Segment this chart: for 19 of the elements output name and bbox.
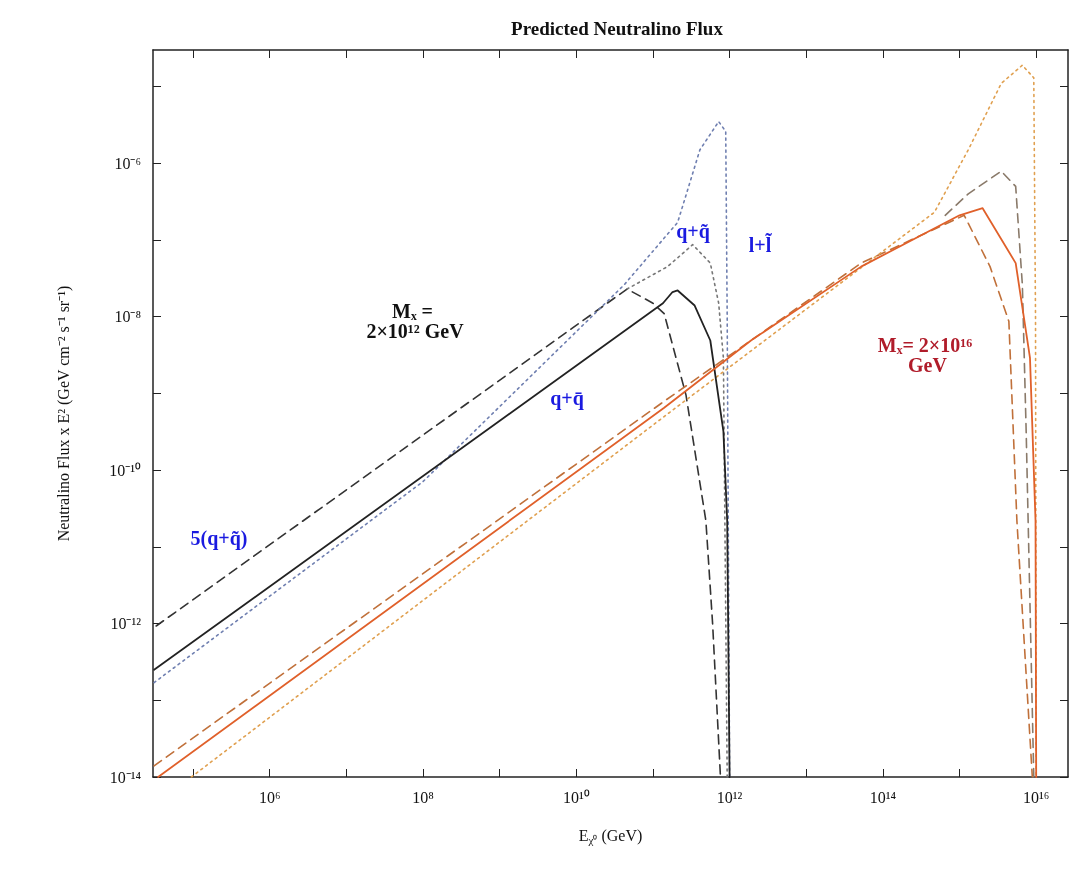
x-tick-label: 10⁸ [412, 788, 434, 806]
x-tick-label: 10¹⁰ [562, 788, 590, 806]
annotation: l+l̃ [748, 233, 773, 256]
y-tick-label: 10⁻¹⁴ [109, 768, 142, 786]
x-tick-label: 10¹⁴ [869, 788, 897, 806]
y-axis-title: Neutralino Flux x E² (GeV cm⁻² s⁻¹ sr⁻¹) [54, 285, 73, 542]
y-tick-label: 10⁻¹⁰ [109, 461, 141, 479]
x-tick-label: 10¹² [716, 788, 743, 806]
y-tick-label: 10⁻⁸ [114, 308, 141, 326]
y-tick-label: 10⁻¹² [110, 615, 142, 633]
annotation: 5(q+q̃) [190, 527, 248, 550]
annotation: Mₓ= 2×10¹⁶ GeV [877, 334, 973, 376]
annotation: q+q̄ [550, 387, 584, 410]
annotation: Mₓ = 2×10¹² GeV [366, 300, 465, 342]
x-tick-label: 10¹⁶ [1023, 788, 1050, 806]
annotation: q+q̃ [676, 220, 710, 243]
chart-title: Predicted Neutralino Flux [511, 18, 724, 39]
y-tick-label: 10⁻⁶ [114, 154, 141, 172]
x-tick-label: 10⁶ [258, 788, 281, 806]
